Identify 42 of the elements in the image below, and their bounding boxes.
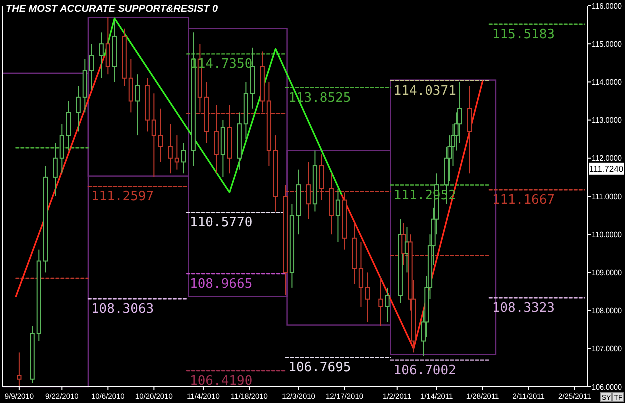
y-tick-label: 116.0000 (592, 2, 625, 11)
y-tick-label: 106.0000 (592, 382, 625, 392)
candlestick (17, 352, 22, 388)
candlestick (60, 124, 64, 174)
y-tick-label: 107.0000 (592, 344, 625, 354)
annotation: 110.5770 (190, 216, 253, 231)
candlestick (53, 142, 58, 197)
y-tick-label: 115.0000 (592, 40, 625, 49)
candlestick (76, 86, 81, 132)
y-tick-label: 113.0000 (592, 116, 625, 126)
y-tick-label: 114.0000 (592, 78, 625, 87)
candlestick (336, 188, 341, 243)
candlestick (106, 16, 110, 76)
annotation: 106.4190 (190, 374, 253, 390)
annotation: 111.7240 (589, 164, 624, 174)
y-tick-label: 112.0000 (592, 154, 625, 164)
candlestick (158, 108, 164, 163)
annotation: 114.0371 (394, 84, 456, 99)
annotation: 111.2597 (91, 190, 154, 205)
candlestick (358, 242, 364, 308)
candlestick (152, 93, 156, 178)
y-tick-label: 111.0000 (592, 192, 624, 202)
candlestick (66, 100, 72, 152)
annotation: 115.5183 (492, 27, 556, 42)
annotation: 106.7695 (288, 360, 352, 376)
annotation: 106.7002 (394, 363, 456, 378)
candlestick (181, 142, 186, 174)
y-tick-label: 108.0000 (592, 306, 625, 316)
annotation: 108.3063 (91, 302, 154, 318)
y-tick-label: 109.0000 (592, 268, 625, 278)
candlestick (467, 86, 472, 174)
candlestick (168, 124, 173, 174)
candlestick (135, 74, 140, 136)
annotation: 108.3323 (492, 301, 556, 316)
chart-title: THE MOST ACCURATE SUPPORT&RESIST 0 (6, 4, 218, 15)
candlestick (99, 32, 104, 79)
y-tick-label: 110.0000 (592, 230, 625, 240)
candlestick (128, 58, 134, 114)
candlestick (365, 272, 370, 323)
candlestick (174, 135, 180, 170)
candlestick (89, 44, 94, 90)
annotation: 108.9665 (190, 276, 253, 292)
